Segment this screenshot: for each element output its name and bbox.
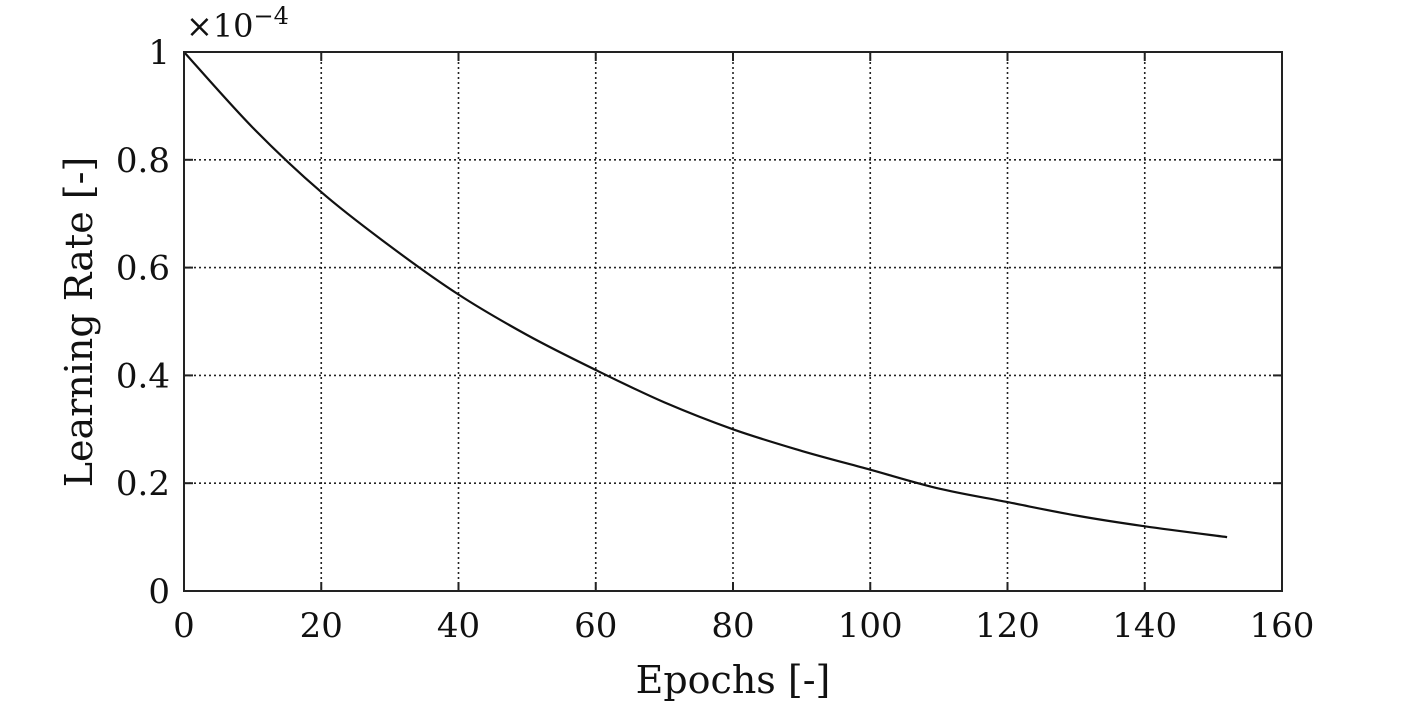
x-tick-label: 140 [1112,606,1177,646]
x-tick-label: 40 [437,606,480,646]
y-tick-label: 1 [148,33,170,73]
y-tick-label: 0.8 [116,141,170,181]
grid-lines [184,52,1282,591]
x-tick-label: 100 [838,606,903,646]
x-axis-label: Epochs [-] [636,658,831,702]
y-tick-label: 0 [148,572,170,612]
x-tick-label: 60 [574,606,617,646]
y-axis-multiplier-exponent: −4 [254,2,289,30]
y-tick-label: 0.4 [116,356,170,396]
series-group [183,51,1228,539]
y-axis-label: Learning Rate [-] [57,157,101,488]
x-tick-label: 20 [300,606,343,646]
y-tick-label: 0.2 [116,464,170,504]
plot-frame [183,51,1283,592]
x-tick-labels: 0 20 40 60 80 100 120 140 160 [173,606,1314,646]
learning-rate-series-line [183,51,1228,539]
y-axis-multiplier-base: ×10 [186,7,254,45]
x-tick-label: 120 [975,606,1040,646]
x-tick-label: 160 [1250,606,1315,646]
y-tick-label: 0.6 [116,249,170,289]
x-tick-label: 0 [173,606,195,646]
x-tick-label: 80 [711,606,754,646]
y-tick-labels: 0 0.2 0.4 0.6 0.8 1 [116,33,170,612]
y-axis-multiplier: ×10−4 [186,2,289,45]
